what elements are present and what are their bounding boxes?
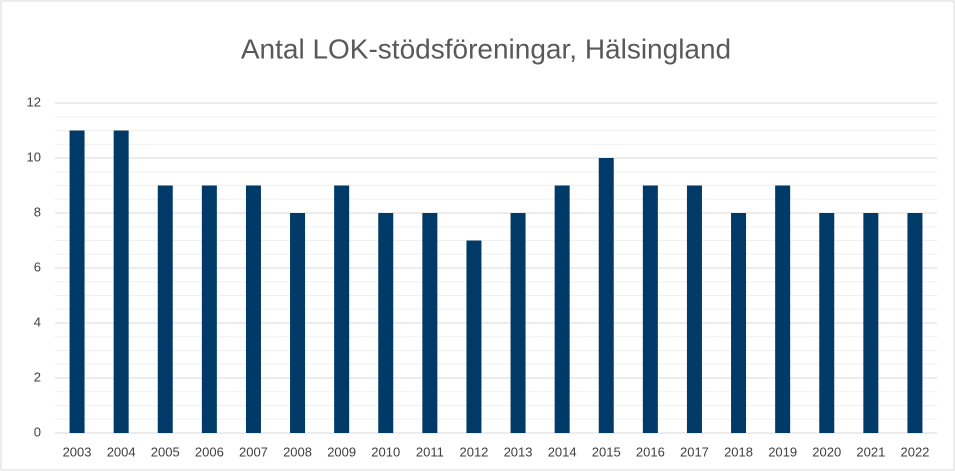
x-tick-label: 2017 xyxy=(680,444,709,459)
bar xyxy=(907,213,923,433)
bar xyxy=(201,185,217,433)
bar xyxy=(290,213,306,433)
x-tick-label: 2004 xyxy=(107,444,136,459)
x-tick-label: 2022 xyxy=(900,444,929,459)
x-tick-label: 2012 xyxy=(459,444,488,459)
bar xyxy=(554,185,570,433)
bar xyxy=(113,130,129,433)
x-tick-label: 2021 xyxy=(856,444,885,459)
bar xyxy=(157,185,173,433)
x-tick-label: 2011 xyxy=(416,444,444,459)
y-tick-label: 6 xyxy=(34,259,41,274)
y-tick-label: 8 xyxy=(34,204,41,219)
x-tick-label: 2003 xyxy=(63,444,92,459)
x-tick-label: 2020 xyxy=(812,444,841,459)
x-tick-label: 2015 xyxy=(592,444,621,459)
x-tick-label: 2013 xyxy=(504,444,533,459)
x-tick-label: 2016 xyxy=(636,444,665,459)
bar xyxy=(378,213,394,433)
x-tick-label: 2014 xyxy=(548,444,577,459)
x-tick-label: 2007 xyxy=(239,444,268,459)
x-tick-label: 2018 xyxy=(724,444,753,459)
bar xyxy=(245,185,261,433)
bar xyxy=(731,213,747,433)
y-tick-label: 2 xyxy=(34,369,41,384)
bar xyxy=(686,185,702,433)
bar xyxy=(466,240,482,433)
bar xyxy=(775,185,791,433)
bar xyxy=(422,213,438,433)
bar xyxy=(334,185,350,433)
y-tick-label: 12 xyxy=(27,94,41,109)
bar xyxy=(642,185,658,433)
y-tick-label: 0 xyxy=(34,424,41,439)
bar xyxy=(598,158,614,433)
x-tick-label: 2005 xyxy=(151,444,180,459)
y-tick-label: 10 xyxy=(27,149,41,164)
x-tick-label: 2008 xyxy=(283,444,312,459)
x-tick-label: 2010 xyxy=(371,444,400,459)
x-tick-label: 2006 xyxy=(195,444,224,459)
y-tick-label: 4 xyxy=(34,314,41,329)
bar xyxy=(510,213,526,433)
bar xyxy=(69,130,85,433)
x-tick-label: 2009 xyxy=(327,444,356,459)
bar xyxy=(819,213,835,433)
bar xyxy=(863,213,879,433)
x-tick-label: 2019 xyxy=(768,444,797,459)
chart-title: Antal LOK-stödsföreningar, Hälsingland xyxy=(241,33,731,64)
